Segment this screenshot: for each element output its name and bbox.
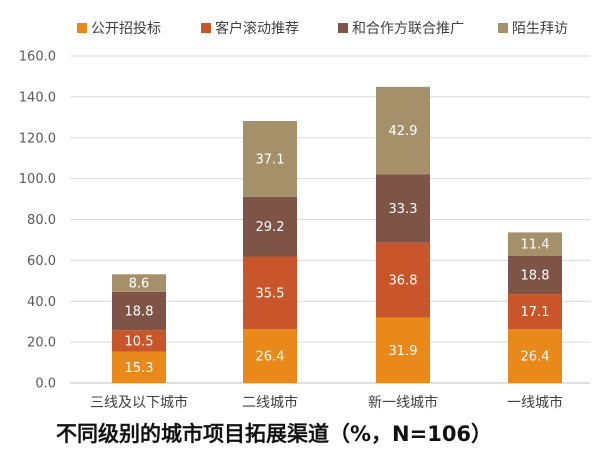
data-label: 18.8 [125, 305, 154, 320]
bar-segment [243, 120, 297, 197]
bar-segment [376, 242, 430, 318]
data-label: 26.4 [521, 350, 550, 365]
data-label: 36.8 [389, 274, 418, 289]
data-label: 18.8 [521, 268, 550, 283]
legend-label: 客户滚动推荐 [215, 20, 299, 37]
y-axis: 0.0 20.0 40.0 60.0 80.0 100.0 120.0 140.0 160.0 [19, 50, 56, 392]
legend-label: 和合作方联合推广 [352, 21, 464, 37]
chart-title: 不同级别的城市项目拓展渠道（%，N=106） [56, 422, 493, 446]
bar-segment [508, 294, 562, 330]
bar-segment [376, 86, 430, 175]
data-label: 10.5 [125, 335, 154, 350]
legend-swatch [77, 23, 87, 33]
y-tick-label: 160.0 [19, 50, 56, 65]
legend-label: 陌生拜访 [512, 21, 568, 37]
bars: 15.3 10.5 18.8 8.6 26.4 35.5 29.2 37.1 31.9 36.8 3… [112, 86, 562, 383]
y-tick-label: 100.0 [19, 172, 56, 187]
legend-swatch [201, 23, 211, 33]
legend-label: 公开招投标 [91, 21, 161, 37]
x-category-label: 三线及以下城市 [90, 394, 188, 411]
data-label: 33.3 [389, 202, 418, 217]
bar-segment [112, 330, 166, 352]
x-category-label: 新一线城市 [368, 394, 438, 411]
data-label: 17.1 [521, 305, 550, 320]
data-label: 11.4 [521, 238, 550, 253]
bar-segment [112, 291, 166, 331]
y-tick-label: 60.0 [27, 254, 56, 269]
bar-segment [112, 351, 166, 383]
y-tick-label: 140.0 [19, 90, 56, 105]
y-tick-label: 120.0 [19, 131, 56, 146]
bar-segment [243, 256, 297, 330]
bar-segment [376, 317, 430, 383]
bar-segment [376, 174, 430, 243]
bar-segment [243, 329, 297, 383]
bar-segment [112, 274, 166, 292]
legend-swatch [338, 23, 348, 33]
legend-swatch [498, 23, 508, 33]
bar-segment [508, 255, 562, 295]
x-axis: 三线及以下城市 二线城市 新一线城市 一线城市 [90, 394, 563, 411]
y-tick-label: 80.0 [27, 213, 56, 228]
data-label: 42.9 [389, 124, 418, 139]
data-label: 35.5 [256, 286, 285, 301]
y-tick-label: 40.0 [27, 295, 56, 310]
legend: 公开招投标 客户滚动推荐 和合作方联合推广 陌生拜访 [77, 20, 568, 37]
y-tick-label: 0.0 [35, 377, 56, 392]
bar-segment [508, 329, 562, 383]
data-label: 8.6 [129, 277, 150, 292]
data-label: 15.3 [125, 361, 154, 376]
data-label: 31.9 [389, 344, 418, 359]
y-tick-label: 20.0 [27, 336, 56, 351]
x-category-label: 一线城市 [507, 394, 563, 411]
bar-segment [508, 232, 562, 256]
bar-segment [243, 196, 297, 257]
data-label: 26.4 [256, 350, 285, 365]
x-category-label: 二线城市 [242, 394, 298, 411]
data-label: 29.2 [256, 220, 285, 235]
data-label: 37.1 [256, 152, 285, 167]
